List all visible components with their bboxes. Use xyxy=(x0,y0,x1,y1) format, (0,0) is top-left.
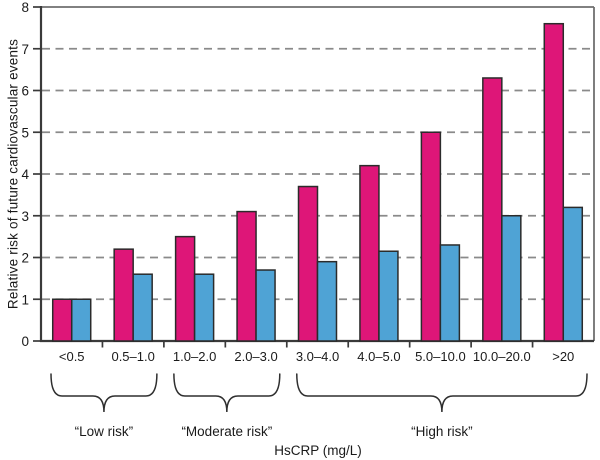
bar-series-1-magenta-3 xyxy=(236,210,257,342)
bar-series-2-blue-1 xyxy=(132,273,153,342)
bar-series-2-blue-4 xyxy=(316,260,338,342)
bar-series-1-magenta-1 xyxy=(113,248,134,342)
bar-series-2-blue-8 xyxy=(562,206,584,342)
risk-brace-2 xyxy=(296,373,588,413)
y-axis-tick-label: 5 xyxy=(21,125,29,140)
bar-series-2-blue-3 xyxy=(255,269,276,342)
y-axis-tick-label: 3 xyxy=(21,209,29,224)
bar-series-2-blue-5 xyxy=(378,250,399,342)
x-axis-tick-label: 10.0–20.0 xyxy=(473,349,531,364)
bar-series-2-blue-2 xyxy=(193,273,215,342)
x-axis-tick-label: <0.5 xyxy=(59,349,85,364)
y-axis-tick-label: 0 xyxy=(21,334,29,349)
risk-group-label: “Moderate risk” xyxy=(181,424,272,439)
bar-series-1-magenta-4 xyxy=(297,185,319,342)
risk-group-label: “High risk” xyxy=(411,424,473,439)
x-axis-tick-label: 4.0–5.0 xyxy=(357,349,400,364)
bar-series-1-magenta-5 xyxy=(359,164,380,342)
bar-series-1-magenta-2 xyxy=(174,235,196,342)
bar-series-1-magenta-6 xyxy=(420,131,442,342)
risk-brace-0 xyxy=(50,373,158,413)
y-axis-tick-label: 8 xyxy=(21,0,29,15)
y-axis-tick-label: 7 xyxy=(21,42,29,57)
x-axis-tick-label: 5.0–10.0 xyxy=(415,349,466,364)
y-axis-tick-label: 1 xyxy=(21,292,29,307)
y-axis-tick-label: 6 xyxy=(21,84,29,99)
bar-series-1-magenta-8 xyxy=(543,22,565,342)
x-axis-tick-label: 0.5–1.0 xyxy=(111,349,154,364)
x-axis-tick-label: 1.0–2.0 xyxy=(173,349,216,364)
x-axis-tick-label: 3.0–4.0 xyxy=(296,349,339,364)
x-axis-tick-label: 2.0–3.0 xyxy=(234,349,277,364)
bar-series-1-magenta-7 xyxy=(482,77,503,342)
risk-brace-1 xyxy=(173,373,281,413)
y-axis-tick-label: 4 xyxy=(21,167,29,182)
bar-series-1-magenta-0 xyxy=(51,298,73,342)
risk-group-label: “Low risk” xyxy=(75,424,134,439)
x-axis-tick-label: >20 xyxy=(552,349,574,364)
bar-series-2-blue-6 xyxy=(439,244,461,342)
bar-series-2-blue-0 xyxy=(70,298,92,342)
bar-series-2-blue-7 xyxy=(501,215,522,342)
y-axis-tick-label: 2 xyxy=(21,251,29,266)
x-axis-title: HsCRP (mg/L) xyxy=(274,443,362,458)
